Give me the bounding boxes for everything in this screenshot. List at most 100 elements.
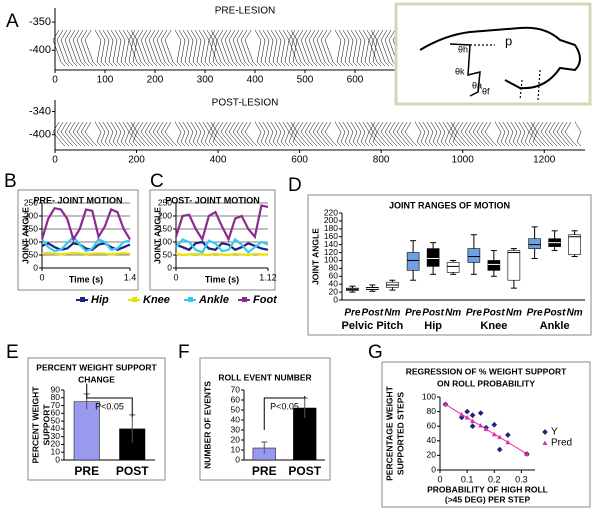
- stick-figure: [52, 121, 582, 147]
- box: [528, 238, 541, 249]
- x-tick-label: 400: [247, 75, 264, 86]
- data-point: [469, 412, 476, 419]
- y-tick-label: 70: [231, 384, 241, 394]
- y-tick-label: 50: [29, 249, 39, 259]
- data-point: [491, 431, 497, 437]
- inset: p θh θk θa θf: [394, 2, 592, 106]
- panel-letter: E: [6, 342, 19, 363]
- significance-bracket: [86, 383, 133, 417]
- data-point: [497, 434, 503, 440]
- x-tick-label: PRE: [252, 464, 277, 478]
- box: [406, 252, 420, 271]
- x-tick-label: Pre: [527, 308, 544, 319]
- x-tick-label: Post: [362, 308, 384, 319]
- panel-frame: [27, 357, 166, 481]
- inset-label: θf: [482, 86, 490, 96]
- y-tick-label: 250: [158, 197, 172, 207]
- legend-label: Knee: [143, 294, 170, 306]
- y-tick-label: 100: [158, 236, 172, 246]
- x-tick-label: 100: [97, 75, 114, 86]
- bar: [73, 401, 100, 461]
- series-line: [41, 235, 131, 253]
- data-point: [524, 451, 530, 456]
- inset-label: p: [505, 33, 512, 48]
- x-tick-label: 0: [39, 272, 44, 282]
- y-tick-label: 10: [51, 446, 61, 456]
- legend-label: Foot: [253, 294, 278, 306]
- x-tick-label: 0.1: [461, 474, 474, 484]
- data-point: [464, 408, 470, 415]
- data-point: [464, 414, 470, 420]
- y-tick-label: 180: [324, 223, 338, 233]
- x-tick-label: Pre: [405, 308, 422, 319]
- series-line: [175, 240, 269, 252]
- x-tick-label: PRE: [74, 464, 99, 478]
- y-tick-label: -340: [29, 105, 51, 117]
- x-group-label: Pelvic Pitch: [341, 320, 403, 332]
- x-tick-label: Nm: [506, 308, 522, 319]
- y-tick-label: 200: [324, 215, 338, 225]
- y-tick-label: 0: [235, 454, 240, 464]
- y-tick-label: -400: [29, 129, 51, 141]
- y-tick-label: 40: [427, 435, 437, 445]
- y-tick-label: 20: [329, 286, 339, 296]
- y-tick-label: 100: [24, 236, 38, 246]
- box: [568, 234, 581, 255]
- chart-title: ON ROLL PROBABILITY: [437, 378, 535, 388]
- x-tick-label: POST: [288, 464, 321, 478]
- x-tick-label: 800: [373, 155, 390, 166]
- inset-label: θh: [458, 44, 468, 54]
- x-tick-label: POST: [116, 464, 149, 478]
- panel-frame: [199, 357, 331, 481]
- y-tick-label: 100: [324, 255, 338, 265]
- y-tick-label: 60: [51, 408, 61, 418]
- panel-letter: C: [150, 171, 164, 192]
- box: [426, 248, 440, 267]
- x-tick-label: 500: [297, 75, 314, 86]
- x-tick-label: Pre: [466, 308, 483, 319]
- y-tick-label: 70: [51, 400, 61, 410]
- significance-bracket: [263, 396, 306, 430]
- y-tick-label: -400: [29, 44, 51, 56]
- y-tick-label: 120: [324, 247, 338, 257]
- y-axis-label: NUMBER OF EVENTS: [202, 381, 212, 469]
- series-line: [40, 206, 131, 243]
- y-tick-label: 200: [158, 210, 172, 220]
- y-tick-label: 0: [33, 262, 38, 272]
- x-tick-label: 0.3: [515, 474, 528, 484]
- chart-title: PRE-LESION: [215, 6, 276, 17]
- y-tick-label: 80: [51, 392, 61, 402]
- legend-marker: [132, 297, 137, 302]
- y-tick-label: 0: [55, 454, 60, 464]
- y-tick-label: 50: [231, 404, 241, 414]
- chart-title: REGRESSION OF % WEIGHT SUPPORT: [406, 366, 567, 376]
- legend-label: Ankle: [198, 294, 229, 306]
- chart-title: JOINT RANGES OF MOTION: [389, 200, 510, 210]
- x-axis-label: (>45 DEG) PER STEP: [445, 494, 531, 504]
- panel-letter: G: [368, 342, 383, 363]
- x-axis-label: PROBABILITY OF HIGH ROLL: [427, 484, 548, 494]
- x-tick-label: 1.12: [259, 272, 277, 282]
- legend-marker: [188, 297, 193, 302]
- y-tick-label: 100: [422, 391, 436, 401]
- panel-letter: A: [6, 11, 19, 32]
- regression-line: [445, 403, 528, 455]
- x-tick-label: Nm: [445, 308, 461, 319]
- legend-marker: [542, 429, 548, 435]
- data-point: [478, 422, 484, 428]
- panel-frame: [307, 194, 592, 336]
- chart-title: PRE- JOINT MOTION: [33, 195, 122, 205]
- x-tick-label: 0.2: [488, 474, 501, 484]
- y-tick-label: 0: [167, 262, 172, 272]
- x-tick-label: Nm: [384, 308, 400, 319]
- x-tick-label: Post: [544, 308, 566, 319]
- y-tick-label: 20: [51, 439, 61, 449]
- x-tick-label: 600: [347, 75, 364, 86]
- data-point: [505, 432, 511, 438]
- legend-label: Y: [551, 427, 558, 438]
- inset-label: θk: [455, 66, 465, 76]
- chart-title: PERCENT WEIGHT SUPPORT: [36, 362, 157, 372]
- x-tick-label: 200: [147, 75, 164, 86]
- y-tick-label: 160: [324, 231, 338, 241]
